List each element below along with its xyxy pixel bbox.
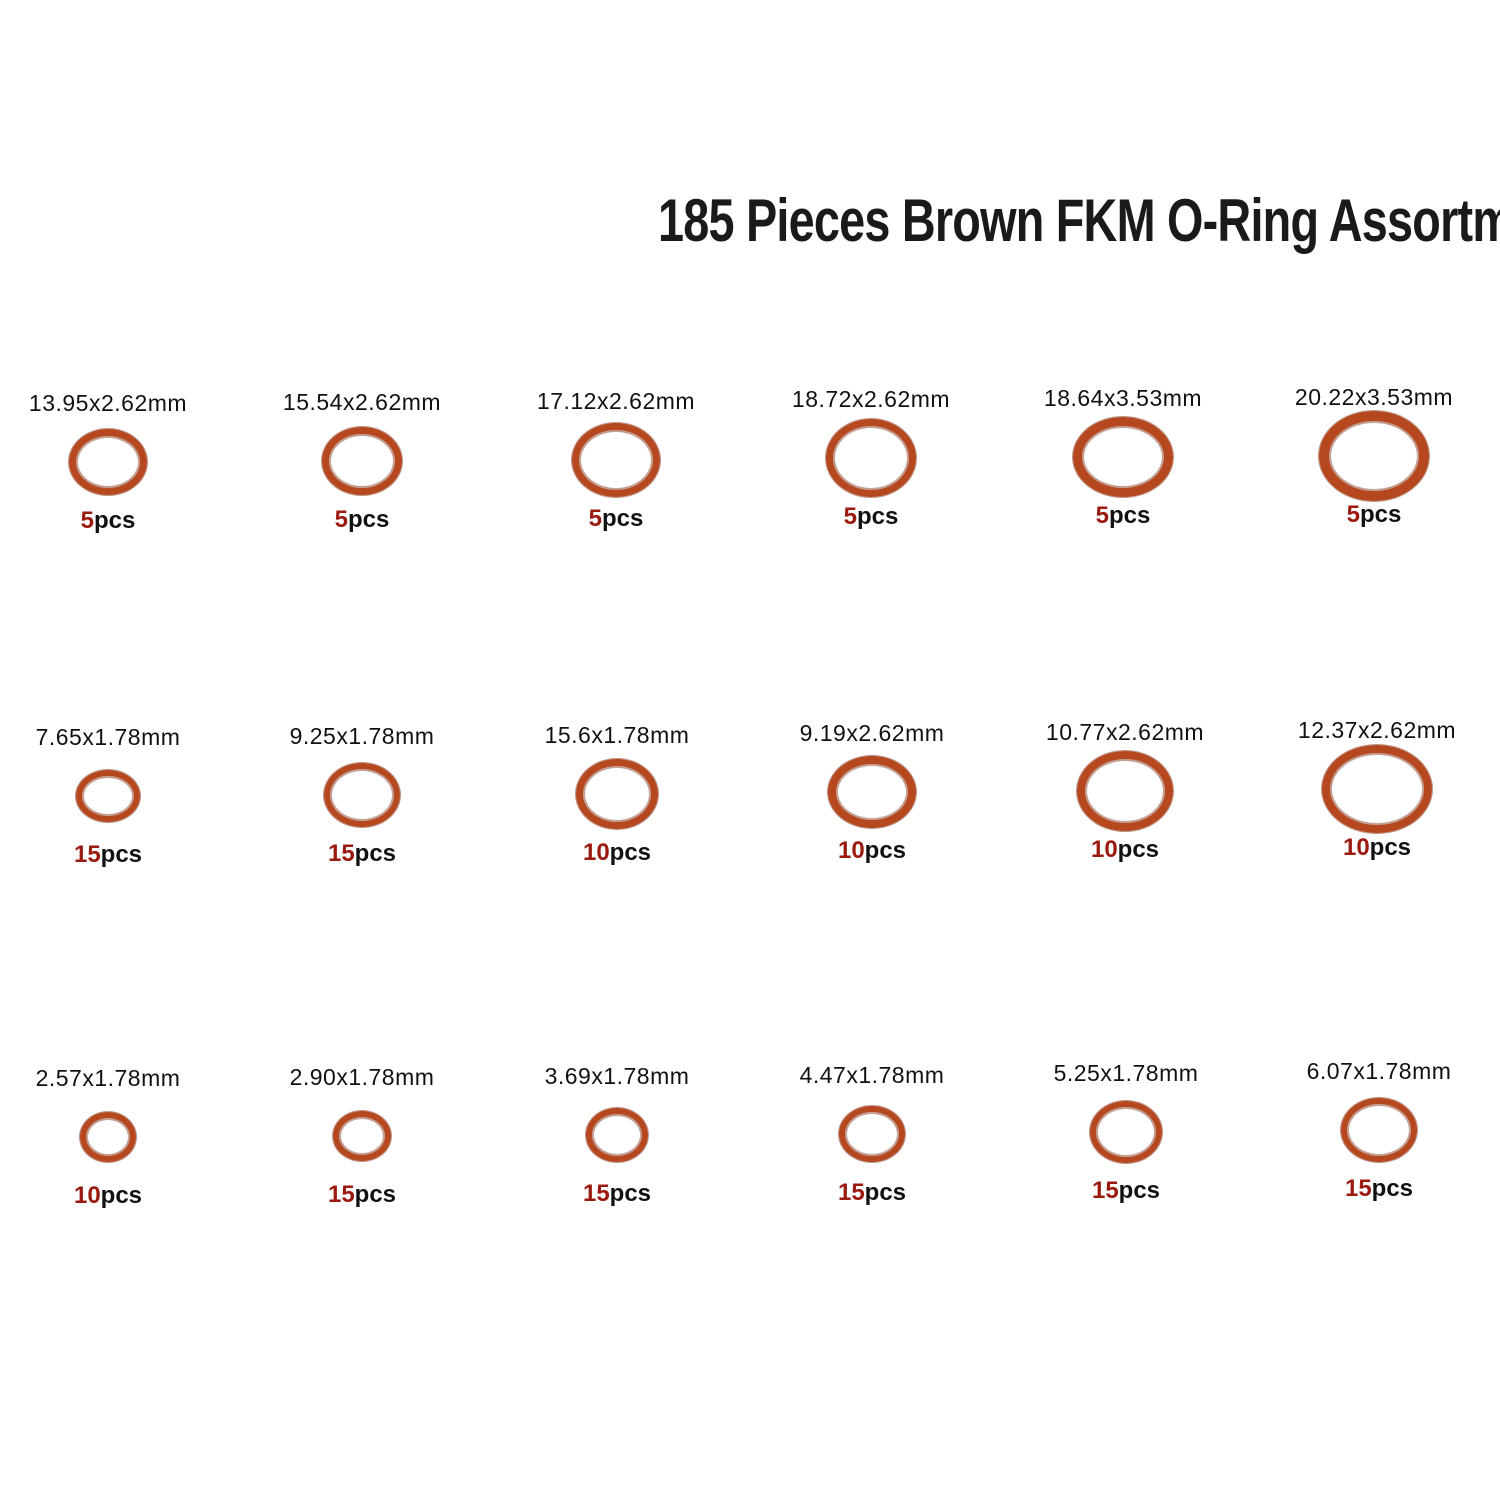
oring-icon — [333, 1111, 391, 1161]
oring-item: 13.95x2.62mm 5pcs — [0, 390, 233, 535]
oring-item: 18.72x2.62mm 5pcs — [746, 386, 996, 531]
oring-item: 6.07x1.78mm 15pcs — [1254, 1058, 1500, 1203]
oring-quantity: 15pcs — [837, 1179, 907, 1206]
oring-quantity: 15pcs — [582, 1180, 652, 1207]
oring-quantity: 15pcs — [1091, 1177, 1161, 1204]
oring-size-label: 18.64x3.53mm — [1043, 385, 1203, 411]
oring-item: 2.57x1.78mm 10pcs — [0, 1065, 233, 1210]
product-title: 185 Pieces Brown FKM O-Ring Assortment — [658, 187, 1500, 254]
oring-size-label: 3.69x1.78mm — [544, 1063, 690, 1089]
oring-icon — [572, 423, 660, 497]
oring-item: 20.22x3.53mm 5pcs — [1249, 384, 1499, 529]
oring-quantity: 5pcs — [843, 503, 899, 530]
oring-icon — [322, 427, 402, 495]
oring-icon — [1090, 1101, 1162, 1163]
oring-quantity: 10pcs — [73, 1182, 143, 1209]
oring-item: 4.47x1.78mm 15pcs — [747, 1062, 997, 1207]
oring-quantity: 15pcs — [73, 841, 143, 868]
oring-size-label: 4.47x1.78mm — [799, 1062, 945, 1088]
oring-item: 10.77x2.62mm 10pcs — [1000, 719, 1250, 864]
oring-size-label: 10.77x2.62mm — [1045, 719, 1205, 745]
oring-icon — [826, 419, 916, 497]
oring-icon — [80, 1112, 136, 1162]
oring-size-label: 15.54x2.62mm — [282, 389, 442, 415]
oring-quantity: 5pcs — [1095, 502, 1151, 529]
oring-item: 5.25x1.78mm 15pcs — [1001, 1060, 1251, 1205]
oring-size-label: 7.65x1.78mm — [35, 724, 181, 750]
oring-icon — [828, 756, 916, 828]
oring-size-label: 13.95x2.62mm — [28, 390, 188, 416]
oring-size-label: 2.57x1.78mm — [35, 1065, 181, 1091]
oring-item: 15.54x2.62mm 5pcs — [237, 389, 487, 534]
oring-icon — [324, 763, 400, 827]
oring-item: 18.64x3.53mm 5pcs — [998, 385, 1248, 530]
oring-item: 9.25x1.78mm 15pcs — [237, 723, 487, 868]
oring-size-label: 5.25x1.78mm — [1053, 1060, 1199, 1086]
oring-size-label: 12.37x2.62mm — [1297, 717, 1457, 743]
oring-size-label: 15.6x1.78mm — [544, 722, 690, 748]
oring-quantity: 5pcs — [80, 507, 136, 534]
oring-item: 2.90x1.78mm 15pcs — [237, 1064, 487, 1209]
oring-quantity: 10pcs — [582, 839, 652, 866]
oring-quantity: 15pcs — [327, 1181, 397, 1208]
oring-icon — [1073, 417, 1173, 497]
oring-item: 15.6x1.78mm 10pcs — [492, 722, 742, 867]
oring-quantity: 10pcs — [1342, 834, 1412, 861]
oring-item: 12.37x2.62mm 10pcs — [1252, 717, 1500, 862]
oring-item: 7.65x1.78mm 15pcs — [0, 724, 233, 869]
oring-icon — [576, 759, 658, 829]
oring-quantity: 5pcs — [1346, 501, 1402, 528]
oring-size-label: 17.12x2.62mm — [536, 388, 696, 414]
oring-item: 3.69x1.78mm 15pcs — [492, 1063, 742, 1208]
oring-quantity: 5pcs — [588, 505, 644, 532]
oring-size-label: 2.90x1.78mm — [289, 1064, 435, 1090]
oring-size-label: 6.07x1.78mm — [1306, 1058, 1452, 1084]
oring-icon — [69, 429, 147, 495]
oring-icon — [1319, 411, 1429, 501]
oring-icon — [586, 1108, 648, 1162]
oring-quantity: 15pcs — [1344, 1175, 1414, 1202]
oring-icon — [1341, 1098, 1417, 1162]
oring-size-label: 18.72x2.62mm — [791, 386, 951, 412]
oring-item: 17.12x2.62mm 5pcs — [491, 388, 741, 533]
oring-icon — [1322, 745, 1432, 833]
oring-item: 9.19x2.62mm 10pcs — [747, 720, 997, 865]
oring-quantity: 5pcs — [334, 506, 390, 533]
oring-icon — [839, 1106, 905, 1162]
oring-quantity: 15pcs — [327, 840, 397, 867]
oring-quantity: 10pcs — [1090, 836, 1160, 863]
oring-quantity: 10pcs — [837, 837, 907, 864]
oring-icon — [76, 770, 140, 822]
oring-icon — [1077, 751, 1173, 831]
oring-size-label: 20.22x3.53mm — [1294, 384, 1454, 410]
oring-size-label: 9.25x1.78mm — [289, 723, 435, 749]
oring-size-label: 9.19x2.62mm — [799, 720, 945, 746]
